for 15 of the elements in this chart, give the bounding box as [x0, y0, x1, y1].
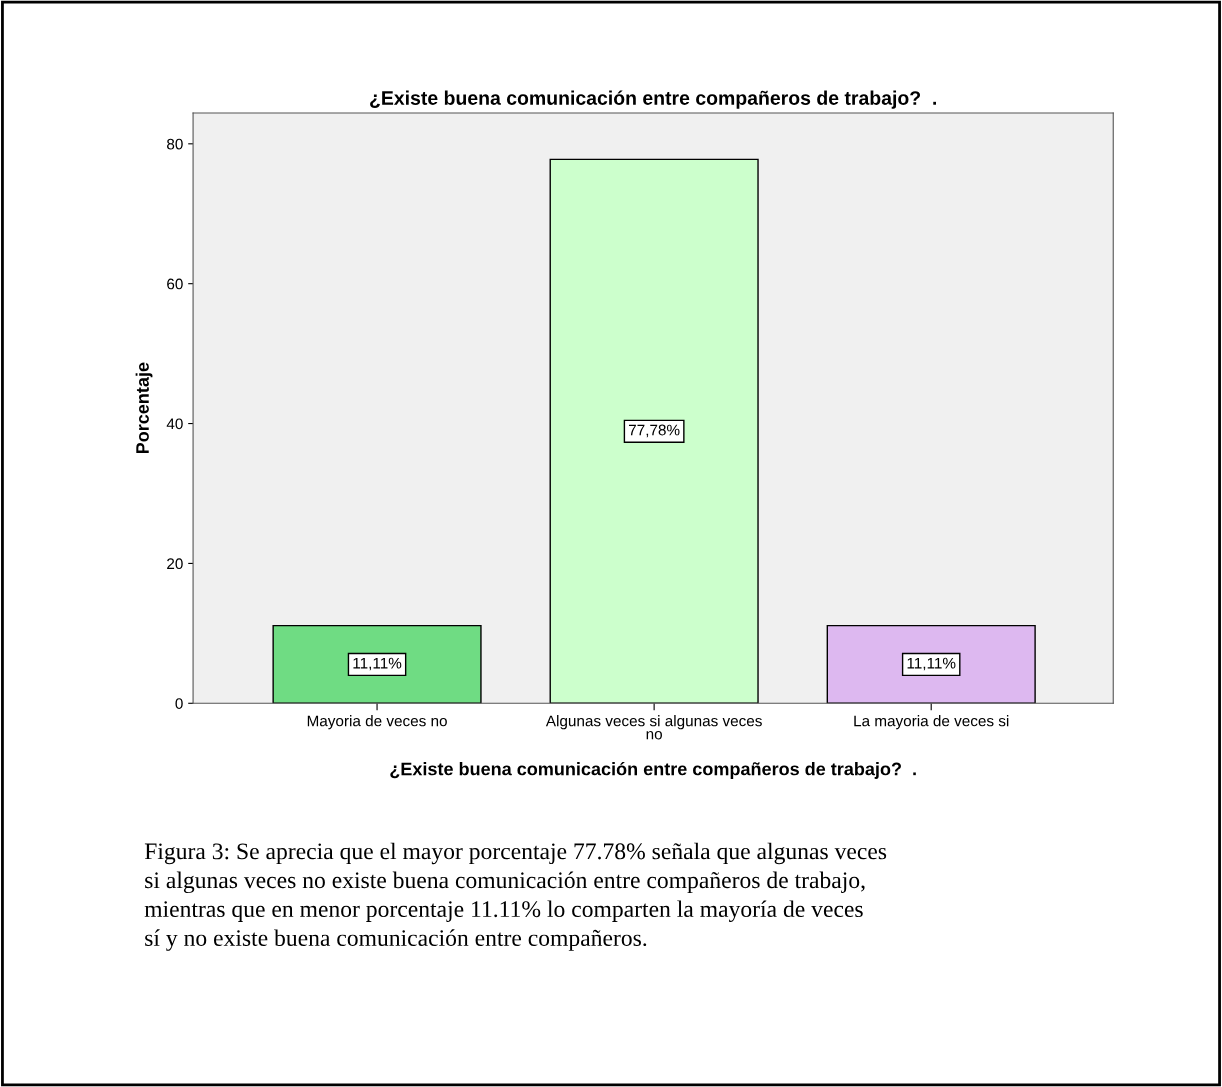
y-tick-label: 20	[167, 558, 183, 570]
y-tick-label: 60	[167, 278, 183, 290]
x-tick-label: Mayoria de veces no	[307, 715, 447, 730]
chart-title: ¿Existe buena comunicación entre compañeros de trabajo? .	[370, 90, 937, 109]
x-axis-title: ¿Existe buena comunicación entre compañeros de trabajo? .	[390, 761, 916, 779]
data-label: 11,11%	[907, 657, 956, 671]
y-tick-label: 0	[175, 698, 183, 709]
y-tick-label: 40	[166, 418, 183, 430]
x-tick-label: La mayoria de veces si	[854, 715, 1009, 730]
y-axis-title: Porcentaje	[135, 362, 153, 454]
x-tick-label: Algunas veces si algunas veces no	[545, 715, 762, 740]
data-label: 77,78%	[629, 424, 680, 438]
y-tick-label: 80	[167, 138, 183, 150]
data-label: 11,11%	[353, 657, 402, 671]
text: Figura 3: Se aprecia que el mayor porcentaje 77.78% señala que algunas veces si algunas veces no existe buena comunicación entre compañeros de trabajo, mientras que en menor porcentaje 11.11% lo comparten la mayoría de veces sí y no existe buena comunicación entre compañeros.	[144, 842, 887, 951]
